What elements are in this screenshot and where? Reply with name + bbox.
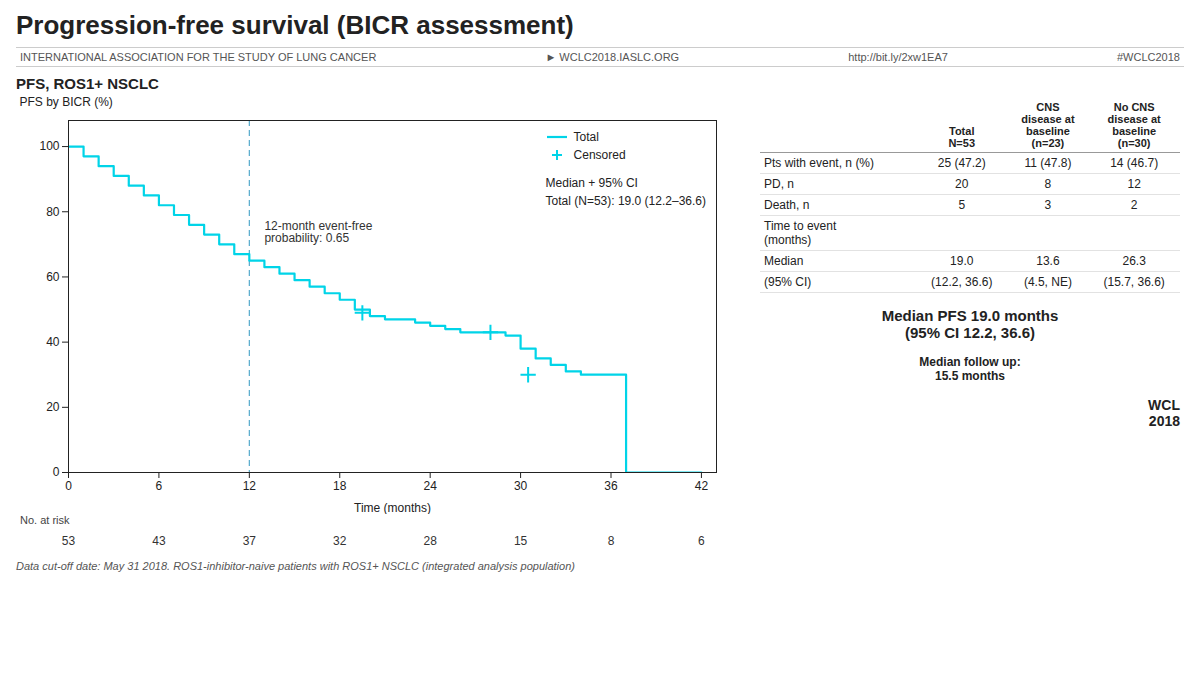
html-text:PFS, ROS1+ NSCLC: PFS, ROS1+ NSCLC bbox=[16, 75, 159, 92]
html-text:(4.5, NE): (4.5, NE) bbox=[1023, 275, 1072, 289]
svg-text:28: 28 bbox=[423, 534, 437, 548]
html-text:#WCLC2018: #WCLC2018 bbox=[1117, 51, 1180, 63]
svg-text:6: 6 bbox=[698, 534, 705, 548]
svg-text:6: 6 bbox=[156, 479, 163, 493]
html-text:Censored: Censored bbox=[573, 148, 626, 162]
svg-text:18: 18 bbox=[333, 479, 347, 493]
html-text:12: 12 bbox=[1127, 177, 1141, 191]
svg-text:15: 15 bbox=[514, 534, 528, 548]
html-text:(15.7, 36.6): (15.7, 36.6) bbox=[1103, 275, 1165, 289]
html-text:► WCLC2018.IASLC.ORG: ► WCLC2018.IASLC.ORG bbox=[545, 51, 680, 63]
html-text:Pts with event, n (%): Pts with event, n (%) bbox=[764, 156, 874, 170]
html-text:http://bit.ly/2xw1EA7: http://bit.ly/2xw1EA7 bbox=[848, 51, 948, 63]
html-text:11 (47.8): 11 (47.8) bbox=[1024, 156, 1072, 170]
svg-text:24: 24 bbox=[423, 479, 437, 493]
svg-text:80: 80 bbox=[46, 205, 60, 219]
html-text:No. at risk: No. at risk bbox=[20, 514, 70, 526]
html-text:Total (N=53): 19.0 (12.2–36.6): Total (N=53): 19.0 (12.2–36.6) bbox=[545, 194, 706, 208]
svg-text:PFS by BICR (%): PFS by BICR (%) bbox=[20, 95, 113, 109]
html-text:19.0: 19.0 bbox=[950, 254, 974, 268]
svg-text:12-month event-freeprobability: 12-month event-freeprobability: 0.65 bbox=[264, 219, 372, 245]
svg-text:43: 43 bbox=[152, 534, 166, 548]
svg-text:42: 42 bbox=[695, 479, 709, 493]
html-text:3: 3 bbox=[1044, 198, 1052, 212]
html-text:Death, n: Death, n bbox=[764, 198, 810, 212]
svg-text:30: 30 bbox=[514, 479, 528, 493]
svg-text:8: 8 bbox=[608, 534, 615, 548]
svg-text:Time (months): Time (months) bbox=[354, 501, 431, 515]
svg-text:37: 37 bbox=[243, 534, 257, 548]
html-text:26.3: 26.3 bbox=[1122, 254, 1146, 268]
html-text:CNS disease at baseline (n=23): CNS disease at baseline (n=23) bbox=[1021, 101, 1075, 149]
svg-text:40: 40 bbox=[46, 335, 60, 349]
html-text:Data cut-off date: May 31 2018: Data cut-off date: May 31 2018. ROS1-inh… bbox=[16, 560, 575, 572]
html-text:13.6: 13.6 bbox=[1036, 254, 1060, 268]
html-text:Median PFS 19.0 months (95% CI: Median PFS 19.0 months (95% CI 12.2, 36.… bbox=[881, 307, 1059, 341]
html-text:Median + 95% CI: Median + 95% CI bbox=[545, 176, 638, 190]
svg-text:32: 32 bbox=[333, 534, 347, 548]
html-text:Median: Median bbox=[764, 254, 804, 268]
svg-text:60: 60 bbox=[46, 270, 60, 284]
html-text:Time to event (months): Time to event (months) bbox=[764, 219, 837, 247]
html-text:2: 2 bbox=[1130, 198, 1138, 212]
svg-text:0: 0 bbox=[65, 479, 72, 493]
html-text:2018: 2018 bbox=[1148, 413, 1180, 429]
html-text:INTERNATIONAL ASSOCIATION FOR: INTERNATIONAL ASSOCIATION FOR THE STUDY … bbox=[20, 51, 377, 63]
html-text:Total N=53: Total N=53 bbox=[948, 125, 975, 149]
html-text:20: 20 bbox=[955, 177, 969, 191]
html-text:WCL: WCL bbox=[1148, 397, 1180, 413]
svg-text:12: 12 bbox=[243, 479, 257, 493]
html-text:(12.2, 36.6): (12.2, 36.6) bbox=[931, 275, 993, 289]
svg-text:36: 36 bbox=[604, 479, 618, 493]
svg-text:20: 20 bbox=[46, 400, 60, 414]
html-text:PD, n: PD, n bbox=[764, 177, 794, 191]
html-text:Total: Total bbox=[573, 130, 599, 144]
html-text:25 (47.2): 25 (47.2) bbox=[937, 156, 986, 170]
html-text:5: 5 bbox=[958, 198, 966, 212]
svg-text:0: 0 bbox=[53, 465, 60, 479]
html-text:8: 8 bbox=[1044, 177, 1052, 191]
html-text:Progression-free survival (BIC: Progression-free survival (BICR assessme… bbox=[16, 10, 574, 40]
html-text:Median follow up: 15.5 months: Median follow up: 15.5 months bbox=[919, 355, 1021, 383]
svg-text:100: 100 bbox=[39, 139, 59, 153]
html-text:(95% CI): (95% CI) bbox=[764, 275, 812, 289]
html-text:14 (46.7): 14 (46.7) bbox=[1110, 156, 1159, 170]
html-text:No CNS disease at baseline (n=: No CNS disease at baseline (n=30) bbox=[1107, 101, 1161, 149]
svg-text:53: 53 bbox=[62, 534, 76, 548]
